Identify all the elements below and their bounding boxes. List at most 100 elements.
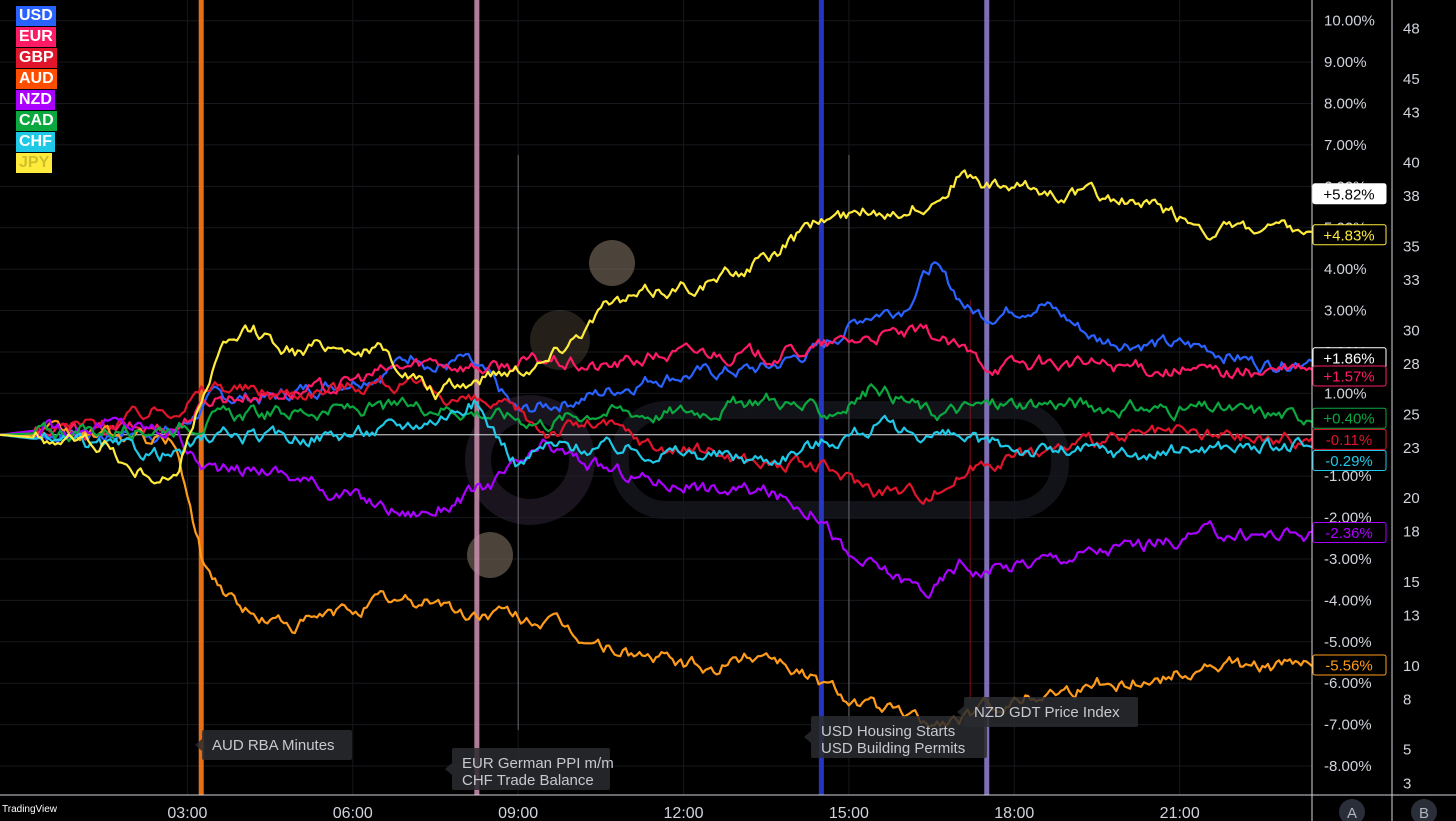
series-lines — [0, 169, 1313, 729]
y-tick-right: 23 — [1403, 440, 1420, 457]
watermark — [465, 240, 1069, 578]
event-label-pointer — [195, 739, 202, 751]
legend-item-usd: USD — [16, 6, 56, 26]
x-tick: 15:00 — [829, 805, 869, 821]
last-value-badge: -0.11% — [1312, 428, 1387, 450]
y-tick-left: -4.00% — [1324, 592, 1372, 609]
x-tick: 12:00 — [664, 805, 704, 821]
watermark-dot — [467, 532, 513, 578]
badge-box — [1312, 521, 1387, 543]
y-tick-right: 3 — [1403, 775, 1411, 792]
y-tick-right: 45 — [1403, 71, 1420, 88]
tradingview-brand: TradingView — [2, 804, 58, 815]
axis-mode-button — [1411, 799, 1437, 821]
event-lines — [198, 0, 990, 795]
badge-label: -0.11% — [1326, 432, 1372, 449]
legend-item-nzd: NZD — [16, 90, 55, 110]
watermark-dot — [589, 240, 635, 286]
y-tick-left: 4.00% — [1324, 261, 1367, 278]
y-tick-left: 8.00% — [1324, 96, 1367, 113]
badge-label: -5.56% — [1325, 657, 1373, 674]
event-label-text: NZD GDT Price Index — [974, 704, 1120, 721]
series-line-aud — [0, 419, 1313, 729]
event-label-text: AUD RBA Minutes — [212, 737, 335, 754]
y-tick-right: 28 — [1403, 356, 1420, 373]
badge-label: +4.83% — [1323, 227, 1374, 244]
event-label-text: USD Building Permits — [821, 740, 965, 757]
y-tick-right: 40 — [1403, 155, 1420, 172]
event-label: AUD RBA Minutes — [195, 730, 352, 760]
badge-label: +1.86% — [1323, 350, 1374, 367]
y-tick-left: 10.00% — [1324, 13, 1375, 30]
watermark-dot — [530, 310, 590, 370]
badge-box — [1312, 365, 1387, 387]
event-label-pointer — [445, 763, 452, 775]
badge-box — [1312, 224, 1387, 246]
y-tick-right: 10 — [1403, 658, 1420, 675]
y-tick-right: 25 — [1403, 406, 1420, 423]
y-tick-right: 15 — [1403, 574, 1420, 591]
badge-box — [1312, 428, 1387, 450]
y-tick-right: 5 — [1403, 742, 1411, 759]
last-value-badge: +5.82% — [1312, 183, 1387, 205]
series-line-eur — [0, 323, 1313, 441]
x-tick: 06:00 — [333, 805, 373, 821]
y-tick-left: 9.00% — [1324, 54, 1367, 71]
grid — [0, 0, 1312, 795]
badge-label: -0.29% — [1325, 453, 1373, 470]
x-tick: 09:00 — [498, 805, 538, 821]
y-tick-right: 18 — [1403, 524, 1420, 541]
axis-mode-label: A — [1347, 805, 1357, 821]
last-value-badge: +0.40% — [1312, 407, 1387, 429]
legend: USD EUR GBP AUD NZD CAD CHF JPY — [16, 6, 57, 174]
last-value-badge: -2.36% — [1312, 521, 1387, 543]
y-tick-right: 43 — [1403, 104, 1420, 121]
event-label-bg — [202, 730, 352, 760]
y-tick-left: -7.00% — [1324, 717, 1372, 734]
x-tick: 18:00 — [994, 805, 1034, 821]
y-tick-right: 20 — [1403, 490, 1420, 507]
badge-box — [1312, 449, 1387, 471]
legend-item-jpy: JPY — [16, 153, 53, 173]
x-tick: 03:00 — [167, 805, 207, 821]
y-tick-left: -3.00% — [1324, 551, 1372, 568]
last-value-badge: -0.29% — [1312, 449, 1387, 471]
event-label-pointer — [804, 731, 811, 743]
y-tick-right: 13 — [1403, 608, 1420, 625]
event-label-text: CHF Trade Balance — [462, 772, 594, 789]
event-label-bg — [811, 716, 987, 758]
last-value-badge: +4.83% — [1312, 224, 1387, 246]
y-tick-left: 7.00% — [1324, 137, 1367, 154]
series-line-chf — [0, 399, 1313, 468]
series-line-cad — [0, 383, 1313, 443]
event-label-bg — [964, 697, 1138, 727]
last-value-badge: -5.56% — [1312, 654, 1387, 676]
badge-label: +5.82% — [1323, 186, 1374, 203]
series-line-nzd — [0, 416, 1313, 600]
last-value-badges: +5.82% +4.83% +1.86%+1.57% +0.40% -0.11% -0.2… — [1312, 183, 1387, 676]
badge-label: -2.36% — [1325, 525, 1373, 542]
y-tick-left: -1.00% — [1324, 468, 1372, 485]
axis-mode-label: B — [1419, 805, 1429, 821]
event-label-pointer — [957, 706, 964, 718]
event-label-bg — [452, 748, 610, 790]
badge-label: +0.40% — [1323, 411, 1374, 428]
y-tick-left: -5.00% — [1324, 634, 1372, 651]
legend-item-eur: EUR — [16, 27, 56, 47]
series-line-jpy — [0, 169, 1313, 485]
y-tick-right: 33 — [1403, 272, 1420, 289]
legend-item-cad: CAD — [16, 111, 57, 131]
event-label-text: EUR German PPI m/m — [462, 755, 614, 772]
series-line-usd — [0, 261, 1313, 445]
y-tick-left: -8.00% — [1324, 758, 1372, 775]
badge-label: +1.57% — [1323, 368, 1374, 385]
badge-box — [1312, 654, 1387, 676]
x-tick: 21:00 — [1160, 805, 1200, 821]
y-tick-left: 1.00% — [1324, 385, 1367, 402]
axis-mode-button — [1339, 799, 1365, 821]
